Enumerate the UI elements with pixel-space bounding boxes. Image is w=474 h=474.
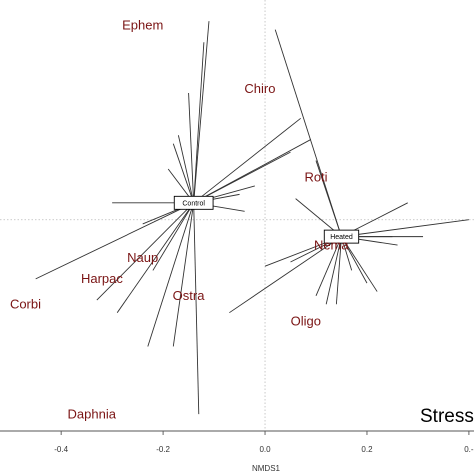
species-label-roti: Roti xyxy=(304,170,327,185)
spider-line-control xyxy=(177,135,195,203)
spider-line-heated xyxy=(229,236,342,314)
spider-line-control xyxy=(193,151,291,204)
x-tick-label: -0.4 xyxy=(54,445,68,454)
species-label-nema: Nema xyxy=(314,237,349,252)
x-axis: -0.4 -0.2 0.0 0.2 0.- xyxy=(0,430,474,454)
spider-line-control xyxy=(152,202,195,271)
centroid-control: Control xyxy=(173,195,214,210)
stress-label: Stress xyxy=(420,406,474,427)
species-label-daphnia: Daphnia xyxy=(68,406,117,421)
x-axis-title: NMDS1 xyxy=(252,464,281,473)
spider-line-control xyxy=(193,42,205,203)
spider-line-control xyxy=(193,202,200,415)
spider-line-control xyxy=(172,202,195,347)
spider-line-heated xyxy=(335,236,342,305)
x-tick-label: 0.- xyxy=(464,445,474,454)
spider-line-heated xyxy=(274,29,342,237)
spider-line-control xyxy=(193,21,210,203)
spider-line-control xyxy=(96,202,194,301)
x-tick-label: 0.2 xyxy=(361,445,373,454)
centroid-box xyxy=(173,195,214,210)
spider-line-heated xyxy=(325,236,342,305)
spider-line-control xyxy=(188,92,195,203)
spider-line-control xyxy=(35,202,194,280)
spider-line-control xyxy=(147,202,195,347)
species-labels: Ephem Chiro Roti Nema Naup Harpac Corbi Ostra Ol… xyxy=(10,18,349,422)
spider-line-heated xyxy=(315,160,342,237)
centroid-box xyxy=(323,229,360,244)
spider-line-heated xyxy=(315,236,342,296)
species-label-oligo: Oligo xyxy=(291,313,321,328)
spider-line-control xyxy=(172,143,195,203)
centroid-label: Control xyxy=(182,200,205,207)
x-tick-label: 0.0 xyxy=(259,445,271,454)
reference-lines xyxy=(0,0,474,431)
centroid-label: Heated xyxy=(330,234,353,241)
species-label-ephem: Ephem xyxy=(122,18,163,33)
species-label-corbi: Corbi xyxy=(10,296,41,311)
species-label-harpac: Harpac xyxy=(81,271,123,286)
spider-line-heated xyxy=(341,219,469,238)
spider-line-heated xyxy=(341,236,368,284)
species-label-chiro: Chiro xyxy=(244,81,275,96)
spider-line-control xyxy=(193,117,301,204)
centroid-heated: Heated xyxy=(323,229,360,244)
x-tick-label: -0.2 xyxy=(156,445,170,454)
spider-line-control xyxy=(116,202,195,313)
spider-line-heated xyxy=(341,236,378,292)
species-label-naup: Naup xyxy=(127,250,158,265)
group-centroids: Control Heated xyxy=(173,195,360,244)
species-label-ostra: Ostra xyxy=(173,288,206,303)
